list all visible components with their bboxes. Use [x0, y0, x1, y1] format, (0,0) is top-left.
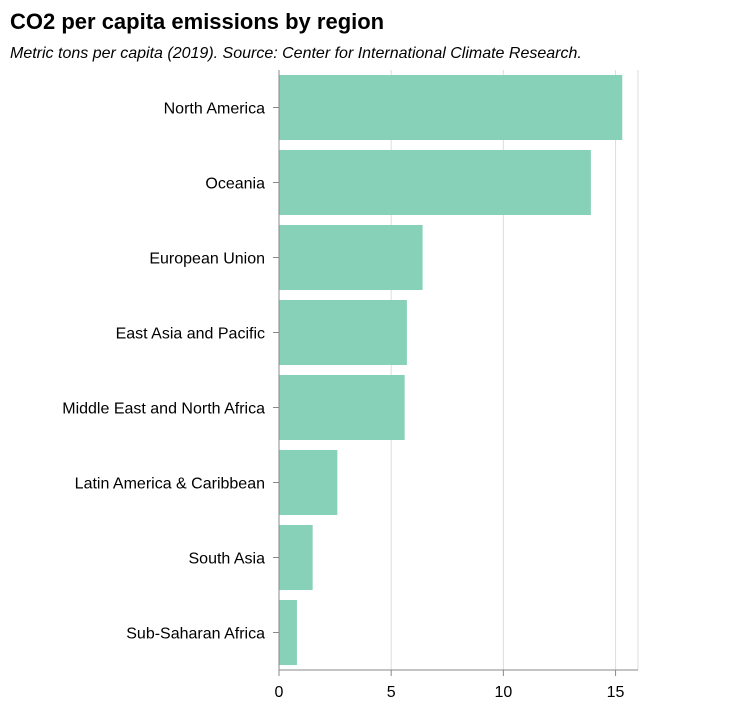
chart-title: CO2 per capita emissions by region: [10, 9, 384, 34]
chart-subtitle: Metric tons per capita (2019). Source: C…: [10, 45, 582, 62]
y-tick-label: South Asia: [189, 551, 266, 568]
y-tick-label: Oceania: [205, 176, 265, 193]
bar: [279, 600, 297, 665]
bar: [279, 150, 591, 215]
bar: [279, 75, 623, 140]
y-tick-label: Middle East and North Africa: [62, 401, 265, 418]
tick-labels: North America Oceania European Union East A…: [62, 101, 624, 702]
y-tick-label: East Asia and Pacific: [116, 326, 265, 343]
x-tick-label: 0: [275, 684, 284, 701]
y-tick-label: Latin America & Caribbean: [75, 476, 265, 493]
x-tick-label: 10: [494, 684, 512, 701]
y-tick-label: Sub-Saharan Africa: [126, 626, 265, 643]
axes: [273, 70, 638, 676]
bars: [279, 75, 623, 665]
bar: [279, 525, 313, 590]
bar: [279, 375, 405, 440]
y-tick-label: North America: [164, 101, 265, 118]
bar: [279, 225, 423, 290]
x-tick-label: 5: [387, 684, 396, 701]
y-tick-label: European Union: [149, 251, 265, 268]
bar: [279, 300, 407, 365]
x-tick-label: 15: [607, 684, 625, 701]
bar: [279, 450, 338, 515]
